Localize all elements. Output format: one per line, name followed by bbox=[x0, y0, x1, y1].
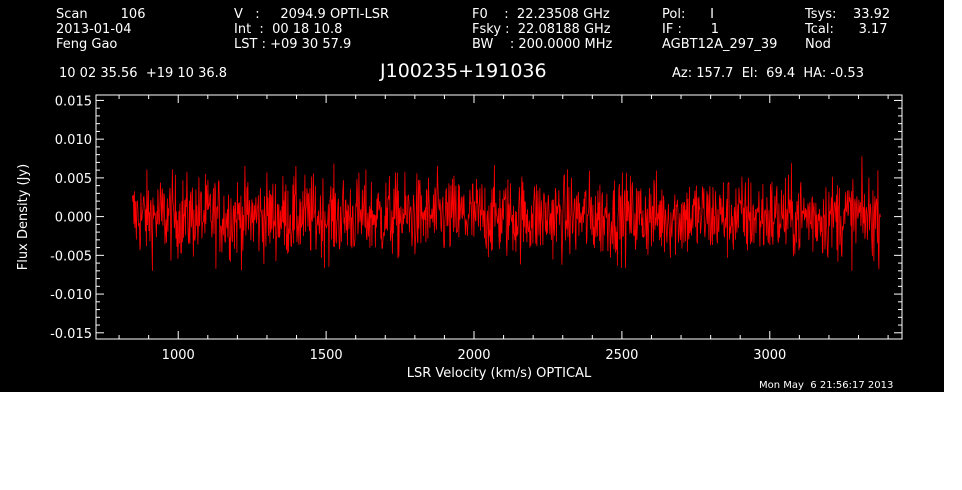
header-col3-line1: F0 : 22.23508 GHz bbox=[472, 7, 610, 22]
source-name: J100235+191036 bbox=[380, 60, 547, 82]
y-tick-label: -0.010 bbox=[50, 288, 92, 303]
header-col2-line2: Int : 00 18 10.8 bbox=[234, 22, 343, 37]
x-tick-label: 3000 bbox=[753, 348, 786, 363]
header-col5-line2: Tcal: 3.17 bbox=[805, 22, 888, 37]
header-col4-line3: AGBT12A_297_39 bbox=[662, 37, 778, 52]
y-tick-label: -0.015 bbox=[50, 327, 92, 342]
spectrum-chart: 1000 1500 2000 2500 3000 -0.015 -0.010 -0.005 0.… bbox=[16, 94, 903, 381]
x-tick-label: 1500 bbox=[310, 348, 343, 363]
header-col2-line3: LST : +09 30 57.9 bbox=[234, 37, 352, 52]
plot-timestamp: Mon May 6 21:56:17 2013 bbox=[759, 380, 894, 391]
x-tick-label: 2000 bbox=[457, 348, 490, 363]
spectrum-series bbox=[132, 156, 881, 271]
header-col1-line1: Scan 106 bbox=[56, 7, 146, 22]
x-tick-label: 1000 bbox=[162, 348, 195, 363]
header-col4-line1: Pol: I bbox=[662, 7, 714, 22]
y-tick-label: 0.005 bbox=[55, 172, 92, 187]
header-col5-line1: Tsys: 33.92 bbox=[805, 7, 891, 22]
y-tick-label: -0.005 bbox=[50, 249, 92, 264]
header-col4-line2: IF : 1 bbox=[662, 22, 720, 37]
y-tick-label: 0.000 bbox=[55, 211, 92, 226]
plot-panel: Scan 106 2013-01-04 Feng Gao V : 2094.9 … bbox=[0, 0, 944, 392]
header-col1-line2: 2013-01-04 bbox=[56, 22, 132, 37]
header-col3-line2: Fsky : 22.08188 GHz bbox=[472, 22, 611, 37]
header-col5-line3: Nod bbox=[805, 37, 831, 52]
header-col2-line1: V : 2094.9 OPTI-LSR bbox=[234, 7, 390, 22]
y-tick-label: 0.015 bbox=[55, 94, 92, 109]
x-axis-label: LSR Velocity (km/s) OPTICAL bbox=[407, 366, 592, 381]
y-axis-label: Flux Density (Jy) bbox=[16, 164, 31, 270]
header-col1-line3: Feng Gao bbox=[56, 37, 118, 52]
source-coordinates: 10 02 35.56 +19 10 36.8 bbox=[59, 66, 228, 81]
header-col3-line3: BW : 200.0000 MHz bbox=[472, 37, 613, 52]
y-tick-label: 0.010 bbox=[55, 133, 92, 148]
x-tick-label: 2500 bbox=[605, 348, 638, 363]
pointing-info: Az: 157.7 El: 69.4 HA: -0.53 bbox=[672, 66, 864, 81]
